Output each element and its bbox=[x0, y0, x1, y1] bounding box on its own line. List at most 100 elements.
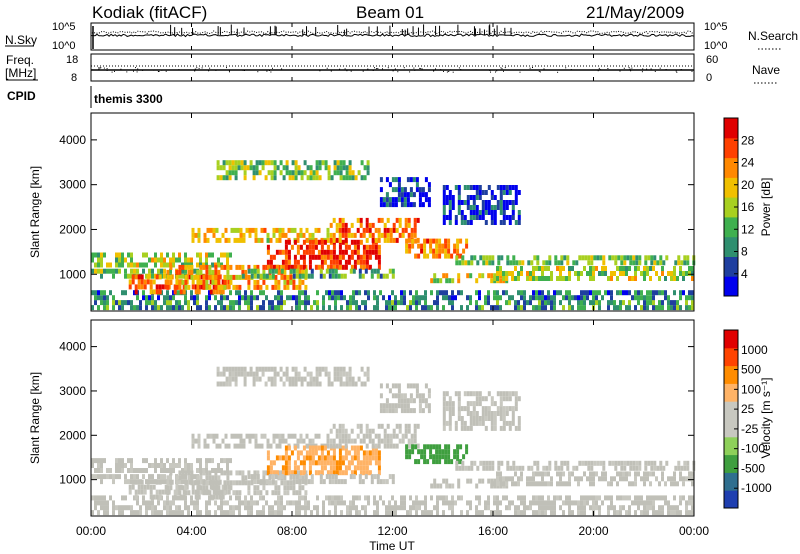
velocity-cell bbox=[661, 510, 664, 516]
velocity-cell bbox=[691, 476, 694, 482]
power-cell bbox=[491, 260, 495, 266]
power-cell bbox=[442, 215, 446, 220]
power-cell bbox=[469, 273, 473, 279]
power-cell bbox=[169, 279, 173, 285]
power-cell bbox=[461, 260, 465, 266]
velocity-cell bbox=[341, 445, 345, 451]
velocity-cell bbox=[444, 449, 448, 455]
power-cell bbox=[502, 215, 506, 220]
power-cell bbox=[184, 300, 187, 306]
power-cell bbox=[345, 165, 349, 171]
power-cell bbox=[290, 227, 294, 233]
velocity-cell bbox=[169, 500, 172, 506]
velocity-cell bbox=[421, 398, 425, 404]
freq-dot bbox=[165, 70, 167, 72]
velocity-cell bbox=[208, 495, 211, 501]
power-cell bbox=[586, 295, 589, 301]
power-cell bbox=[589, 300, 592, 306]
power-cell bbox=[296, 237, 300, 243]
power-cell bbox=[442, 305, 445, 311]
power-cell bbox=[487, 185, 491, 190]
velocity-cell bbox=[149, 489, 153, 495]
velocity-cell bbox=[197, 443, 201, 449]
velocity-cell bbox=[554, 460, 558, 466]
velocity-cell bbox=[508, 476, 511, 482]
velocity-cell bbox=[355, 505, 358, 511]
power-cell bbox=[152, 289, 156, 295]
velocity-cell bbox=[499, 406, 503, 412]
power-cell bbox=[424, 305, 427, 311]
velocity-cell bbox=[571, 500, 574, 506]
power-cell bbox=[296, 232, 300, 238]
velocity-cell bbox=[223, 480, 227, 486]
power-cell bbox=[130, 257, 133, 263]
velocity-cell bbox=[673, 505, 676, 511]
power-cell bbox=[484, 200, 488, 205]
power-cell bbox=[121, 300, 124, 306]
power-cell bbox=[305, 244, 309, 250]
power-cell bbox=[299, 244, 303, 250]
velocity-cell bbox=[326, 450, 330, 456]
velocity-cell bbox=[173, 489, 177, 495]
power-cell bbox=[602, 255, 606, 261]
power-cell bbox=[326, 244, 330, 250]
velocity-cell bbox=[442, 391, 446, 397]
colorbar-swatch bbox=[724, 330, 738, 349]
power-cell bbox=[151, 295, 154, 301]
velocity-cell bbox=[302, 470, 306, 476]
power-cell bbox=[351, 170, 355, 176]
power-cell bbox=[518, 260, 522, 266]
power-cell bbox=[376, 305, 379, 311]
power-cell bbox=[523, 295, 526, 301]
velocity-cell bbox=[317, 460, 321, 466]
power-cell bbox=[614, 260, 618, 266]
power-cell bbox=[438, 243, 442, 249]
velocity-cell bbox=[643, 481, 646, 487]
power-cell bbox=[331, 273, 335, 279]
power-cell bbox=[270, 160, 274, 166]
velocity-cell bbox=[356, 465, 360, 471]
power-cell bbox=[448, 220, 452, 225]
power-cell bbox=[532, 276, 535, 281]
velocity-cell bbox=[590, 460, 594, 466]
freq-dot bbox=[500, 67, 502, 69]
velocity-cell bbox=[505, 495, 508, 501]
power-cell bbox=[502, 190, 506, 195]
power-cell bbox=[232, 300, 235, 306]
velocity-cell bbox=[358, 479, 362, 485]
velocity-cell bbox=[432, 454, 436, 460]
power-cell bbox=[181, 264, 185, 270]
velocity-cell bbox=[484, 396, 488, 402]
power-cell bbox=[646, 271, 649, 276]
velocity-cell bbox=[143, 489, 147, 495]
velocity-cell bbox=[376, 505, 379, 511]
velocity-cell bbox=[97, 458, 100, 464]
power-cell bbox=[661, 290, 664, 296]
power-cell bbox=[326, 249, 330, 255]
velocity-cell bbox=[329, 455, 333, 461]
velocity-cell bbox=[329, 470, 333, 476]
power-cell bbox=[296, 249, 300, 255]
freq-dot bbox=[630, 70, 632, 72]
power-cell bbox=[438, 253, 442, 259]
velocity-cell bbox=[487, 505, 490, 511]
power-cell bbox=[373, 295, 376, 301]
velocity-cell bbox=[175, 490, 179, 496]
power-cell bbox=[365, 217, 369, 223]
velocity-cell bbox=[216, 381, 220, 387]
velocity-cell bbox=[550, 505, 553, 511]
velocity-cell bbox=[376, 479, 380, 485]
velocity-cell bbox=[187, 510, 190, 516]
power-cell bbox=[469, 300, 472, 306]
velocity-cell bbox=[121, 510, 124, 516]
power-cell bbox=[547, 300, 550, 306]
velocity-cell bbox=[253, 485, 257, 491]
power-cell bbox=[175, 274, 179, 280]
velocity-cell bbox=[514, 510, 517, 516]
velocity-cell bbox=[292, 485, 296, 491]
power-cell bbox=[118, 305, 121, 311]
velocity-cell bbox=[196, 505, 199, 511]
power-cell bbox=[347, 254, 351, 260]
power-cell bbox=[112, 295, 115, 301]
velocity-cell bbox=[408, 449, 412, 455]
